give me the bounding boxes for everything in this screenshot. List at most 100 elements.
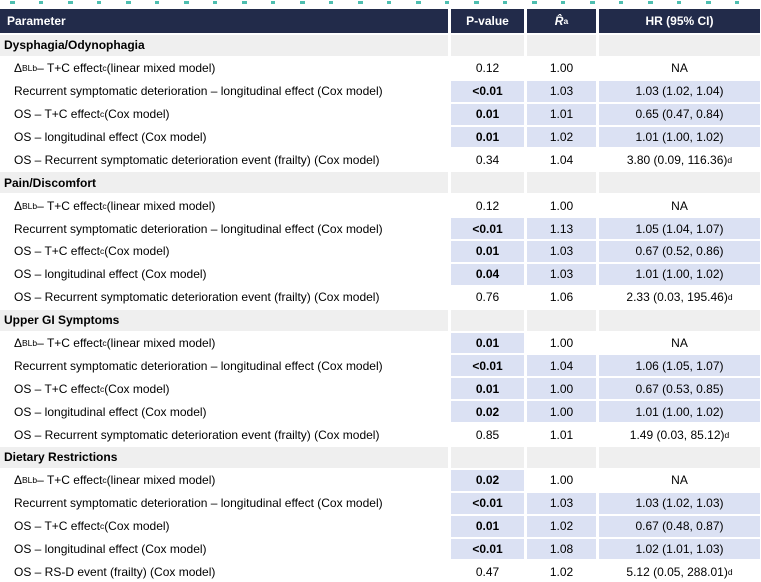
r-hat-cell: 1.02 — [527, 126, 596, 148]
hr-cell: 0.67 (0.48, 0.87) — [599, 515, 760, 537]
r-hat-cell: 1.03 — [527, 492, 596, 514]
param-cell: Recurrent symptomatic deterioration – lo… — [0, 355, 448, 377]
hr-cell: 1.03 (1.02, 1.03) — [599, 492, 760, 514]
param-cell: OS – T+C effect c (Cox model) — [0, 241, 448, 262]
column-header-p-value: P-value — [451, 9, 524, 33]
r-hat-cell: 1.00 — [527, 401, 596, 423]
p-value-cell: 0.04 — [451, 263, 524, 285]
r-hat-cell: 1.02 — [527, 561, 596, 582]
section-spacer-p-value — [451, 447, 524, 468]
table-header-row: Parameter P-value R̂ a HR (95% CI) — [0, 9, 761, 33]
p-value-cell: 0.01 — [451, 103, 524, 125]
section-title: Dysphagia/Odynophagia — [0, 35, 448, 56]
hr-cell: 0.65 (0.47, 0.84) — [599, 103, 760, 125]
section-spacer-p-value — [451, 309, 524, 331]
section-spacer-r-hat — [527, 172, 596, 194]
section-spacer-hr — [599, 447, 760, 468]
column-header-hr-ci: HR (95% CI) — [599, 9, 760, 33]
r-hat-cell: 1.00 — [527, 57, 596, 79]
param-cell: OS – T+C effect c (Cox model) — [0, 515, 448, 537]
r-hat-cell: 1.04 — [527, 149, 596, 171]
section-title: Dietary Restrictions — [0, 447, 448, 468]
param-cell: Δ BL b – T+C effect c (linear mixed model) — [0, 195, 448, 217]
section-spacer-r-hat — [527, 35, 596, 56]
p-value-cell: 0.02 — [451, 401, 524, 423]
hr-cell: 0.67 (0.52, 0.86) — [599, 241, 760, 262]
section-spacer-p-value — [451, 35, 524, 56]
param-cell: Δ BL b – T+C effect c (linear mixed model) — [0, 469, 448, 491]
r-hat-cell: 1.03 — [527, 263, 596, 285]
p-value-cell: 0.47 — [451, 561, 524, 582]
r-hat-cell: 1.01 — [527, 103, 596, 125]
column-header-parameter: Parameter — [0, 9, 448, 33]
param-cell: OS – longitudinal effect (Cox model) — [0, 126, 448, 148]
section-spacer-hr — [599, 172, 760, 194]
r-hat-cell: 1.00 — [527, 332, 596, 354]
p-value-cell: 0.01 — [451, 515, 524, 537]
hr-cell: 1.02 (1.01, 1.03) — [599, 538, 760, 560]
section-spacer-r-hat — [527, 447, 596, 468]
table-body: Dysphagia/Odynophagia Δ BL b – T+C effect c … — [0, 35, 761, 582]
hr-cell: NA — [599, 469, 760, 491]
p-value-cell: <0.01 — [451, 218, 524, 240]
hr-cell: NA — [599, 57, 760, 79]
section-spacer-hr — [599, 309, 760, 331]
hr-cell: 1.01 (1.00, 1.02) — [599, 263, 760, 285]
section-title: Pain/Discomfort — [0, 172, 448, 194]
section-spacer-r-hat — [527, 309, 596, 331]
p-value-cell: 0.34 — [451, 149, 524, 171]
p-value-cell: 0.01 — [451, 332, 524, 354]
param-cell: Recurrent symptomatic deterioration – lo… — [0, 492, 448, 514]
hr-cell: 1.01 (1.00, 1.02) — [599, 401, 760, 423]
p-value-cell: <0.01 — [451, 492, 524, 514]
p-value-cell: 0.12 — [451, 57, 524, 79]
param-cell: OS – T+C effect c (Cox model) — [0, 378, 448, 400]
p-value-cell: 0.02 — [451, 469, 524, 491]
param-cell: OS – longitudinal effect (Cox model) — [0, 401, 448, 423]
r-hat-cell: 1.00 — [527, 469, 596, 491]
hr-cell: 1.01 (1.00, 1.02) — [599, 126, 760, 148]
hr-cell: 2.33 (0.03, 195.46) d — [599, 286, 760, 308]
param-cell: Recurrent symptomatic deterioration – lo… — [0, 218, 448, 240]
r-hat-cell: 1.13 — [527, 218, 596, 240]
hr-cell: NA — [599, 332, 760, 354]
p-value-cell: <0.01 — [451, 538, 524, 560]
param-cell: OS – RS-D event (frailty) (Cox model) — [0, 561, 448, 582]
section-title: Upper GI Symptoms — [0, 309, 448, 331]
section-spacer-p-value — [451, 172, 524, 194]
param-cell: OS – Recurrent symptomatic deterioration… — [0, 286, 448, 308]
p-value-cell: 0.12 — [451, 195, 524, 217]
hr-cell: 3.80 (0.09, 116.36) d — [599, 149, 760, 171]
param-cell: OS – longitudinal effect (Cox model) — [0, 263, 448, 285]
r-hat-cell: 1.06 — [527, 286, 596, 308]
section-spacer-hr — [599, 35, 760, 56]
r-hat-cell: 1.00 — [527, 195, 596, 217]
param-cell: Recurrent symptomatic deterioration – lo… — [0, 80, 448, 102]
hr-cell: 1.06 (1.05, 1.07) — [599, 355, 760, 377]
hr-cell: NA — [599, 195, 760, 217]
hr-cell: 1.49 (0.03, 85.12) d — [599, 424, 760, 446]
p-value-cell: <0.01 — [451, 80, 524, 102]
r-hat-cell: 1.03 — [527, 241, 596, 262]
r-hat-cell: 1.04 — [527, 355, 596, 377]
param-cell: OS – Recurrent symptomatic deterioration… — [0, 424, 448, 446]
r-hat-cell: 1.08 — [527, 538, 596, 560]
clipped-caption-remnant — [0, 0, 761, 9]
r-hat-cell: 1.03 — [527, 80, 596, 102]
r-hat-cell: 1.01 — [527, 424, 596, 446]
param-cell: OS – longitudinal effect (Cox model) — [0, 538, 448, 560]
r-hat-cell: 1.00 — [527, 378, 596, 400]
param-cell: OS – Recurrent symptomatic deterioration… — [0, 149, 448, 171]
p-value-cell: 0.01 — [451, 241, 524, 262]
r-hat-cell: 1.02 — [527, 515, 596, 537]
hr-cell: 5.12 (0.05, 288.01) d — [599, 561, 760, 582]
param-cell: Δ BL b – T+C effect c (linear mixed model) — [0, 332, 448, 354]
column-header-r-hat: R̂ a — [527, 9, 596, 33]
param-cell: Δ BL b – T+C effect c (linear mixed model) — [0, 57, 448, 79]
p-value-cell: 0.76 — [451, 286, 524, 308]
hr-cell: 1.05 (1.04, 1.07) — [599, 218, 760, 240]
p-value-cell: 0.01 — [451, 378, 524, 400]
p-value-cell: 0.85 — [451, 424, 524, 446]
p-value-cell: 0.01 — [451, 126, 524, 148]
p-value-cell: <0.01 — [451, 355, 524, 377]
